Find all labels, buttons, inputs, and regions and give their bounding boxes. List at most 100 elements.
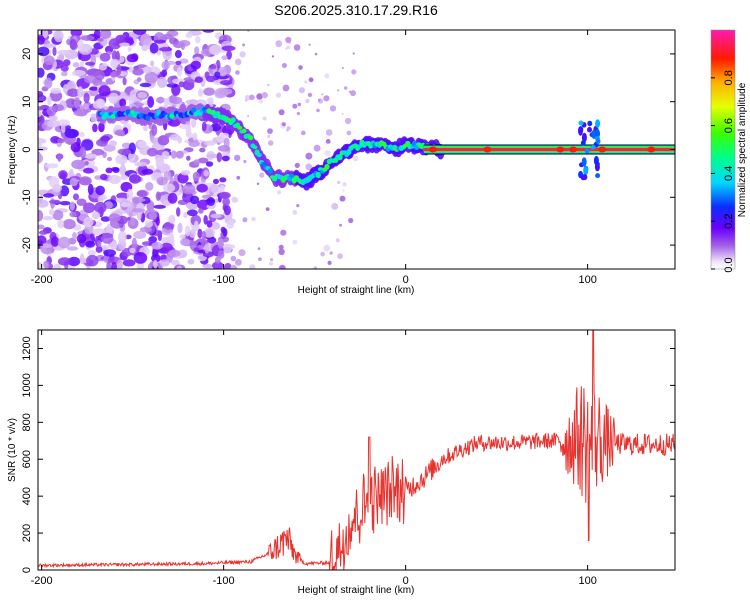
noise-blob [124, 36, 134, 43]
noise-blob [109, 140, 118, 147]
noise-blob [161, 151, 170, 160]
noise-blob [205, 228, 214, 238]
noise-blob [201, 231, 207, 239]
noise-blob [293, 44, 301, 51]
noise-blob [60, 123, 66, 134]
noise-blob [38, 137, 45, 144]
noise-blob [151, 254, 161, 263]
noise-blob [72, 62, 80, 68]
y-tick-label: 400 [21, 487, 33, 505]
noise-blob [50, 87, 62, 94]
noise-blob [144, 220, 153, 228]
signal-core [130, 110, 136, 114]
noise-blob [38, 146, 48, 152]
noise-blob [48, 114, 58, 122]
signal-core [587, 126, 592, 133]
noise-blob [168, 232, 175, 243]
noise-blob [87, 183, 94, 196]
noise-blob [57, 49, 71, 56]
noise-blob [163, 221, 175, 230]
noise-blob [155, 191, 161, 201]
noise-blob [337, 253, 343, 260]
noise-blob [281, 122, 286, 127]
noise-blob [343, 86, 348, 90]
snr-xlabel: Height of straight line (km) [298, 585, 415, 596]
noise-blob [131, 237, 137, 250]
noise-blob [339, 195, 346, 202]
noise-blob [111, 50, 117, 61]
noise-blob [166, 83, 179, 88]
signal-core [337, 153, 343, 161]
noise-blob [269, 261, 274, 266]
noise-blob [107, 156, 113, 162]
noise-blob [150, 60, 155, 67]
noise-blob [270, 258, 274, 262]
snr-plot-area [38, 330, 675, 570]
noise-blob [77, 86, 84, 98]
signal-core [324, 163, 330, 170]
noise-blob [258, 257, 262, 262]
noise-blob [136, 77, 142, 82]
noise-blob [201, 121, 207, 132]
noise-blob [185, 32, 193, 39]
noise-blob [59, 201, 71, 206]
noise-blob [210, 123, 222, 132]
noise-blob [97, 196, 104, 202]
noise-blob [210, 213, 222, 219]
noise-blob [157, 76, 168, 88]
noise-blob [186, 155, 191, 161]
noise-blob [43, 193, 55, 198]
noise-blob [73, 109, 88, 117]
noise-blob [125, 95, 132, 101]
noise-blob [278, 264, 286, 269]
noise-blob [275, 40, 283, 48]
noise-blob [126, 188, 134, 201]
noise-blob [87, 249, 96, 256]
noise-blob [278, 244, 284, 250]
noise-blob [50, 236, 60, 247]
noise-blob [185, 99, 199, 105]
noise-blob [218, 191, 231, 199]
strong-spot [556, 146, 565, 153]
noise-blob [296, 111, 301, 116]
noise-blob [289, 42, 292, 45]
noise-blob [285, 36, 292, 44]
noise-blob [323, 95, 330, 102]
noise-blob [155, 216, 160, 226]
noise-blob [119, 42, 130, 47]
noise-blob [215, 135, 225, 143]
noise-blob [345, 117, 352, 125]
noise-blob [169, 176, 174, 185]
noise-blob [98, 85, 111, 97]
spectrogram-xlabel: Height of straight line (km) [298, 285, 415, 296]
noise-blob [151, 242, 163, 250]
noise-blob [304, 80, 308, 84]
noise-blob [110, 58, 120, 69]
noise-blob [42, 216, 54, 221]
noise-blob [220, 226, 226, 233]
noise-blob [202, 30, 215, 33]
noise-blob [203, 140, 216, 146]
noise-blob [209, 64, 217, 70]
noise-blob [187, 258, 195, 265]
noise-blob [156, 176, 168, 186]
signal-core [241, 128, 247, 134]
noise-blob [176, 66, 183, 77]
noise-blob [38, 209, 44, 222]
noise-blob [127, 46, 132, 52]
noise-blob [122, 77, 127, 86]
noise-blob [52, 210, 64, 221]
signal-core [584, 148, 590, 154]
noise-blob [261, 92, 268, 99]
noise-blob [108, 213, 121, 223]
noise-blob [194, 220, 199, 231]
noise-blob [95, 185, 105, 196]
noise-blob [197, 228, 203, 239]
noise-blob [190, 214, 202, 226]
noise-blob [296, 204, 300, 208]
noise-blob [314, 52, 318, 56]
noise-blob [249, 264, 256, 269]
noise-blob [57, 219, 64, 229]
noise-blob [298, 87, 305, 94]
